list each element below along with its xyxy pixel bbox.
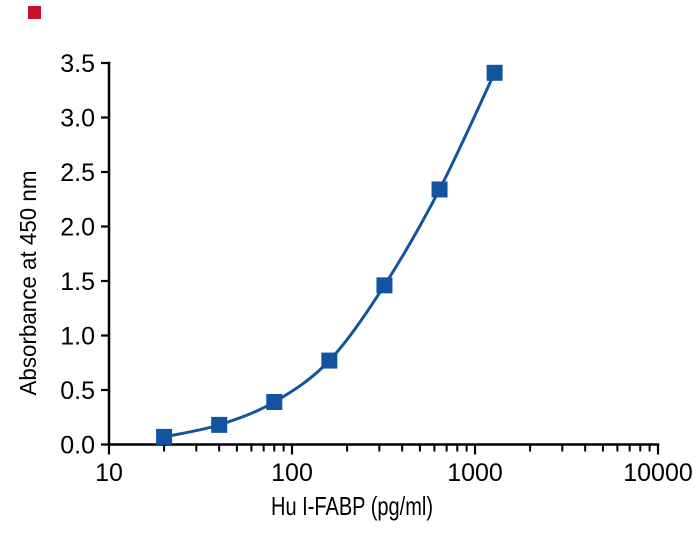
data-point-marker: [156, 428, 173, 445]
data-point-marker: [266, 393, 283, 410]
data-point-marker: [376, 277, 393, 294]
x-tick-label: 100: [271, 459, 313, 487]
y-axis-label: Absorbance at 450 nm: [15, 171, 41, 396]
y-tick-label: 0.0: [60, 431, 95, 459]
x-tick-label: 10000: [623, 459, 693, 487]
y-tick-label: 3.5: [60, 50, 95, 78]
curve-line: [163, 72, 496, 439]
x-tick-label: 10: [95, 459, 123, 487]
axis-lines: [107, 61, 660, 446]
y-tick-label: 1.5: [60, 268, 95, 296]
data-point-marker: [211, 416, 228, 433]
data-point-marker: [321, 352, 338, 369]
x-tick-label: 1000: [447, 459, 503, 487]
data-point-marker: [431, 181, 448, 198]
y-tick-label: 0.5: [60, 377, 95, 405]
data-point-marker: [486, 64, 503, 81]
y-tick-label: 2.5: [60, 159, 95, 187]
y-tick-label: 1.0: [60, 322, 95, 350]
x-axis-label: Hu I-FABP (pg/ml): [271, 491, 433, 521]
y-tick-label: 2.0: [60, 213, 95, 241]
y-tick-label: 3.0: [60, 104, 95, 132]
brand-red-square-icon: [28, 6, 41, 19]
